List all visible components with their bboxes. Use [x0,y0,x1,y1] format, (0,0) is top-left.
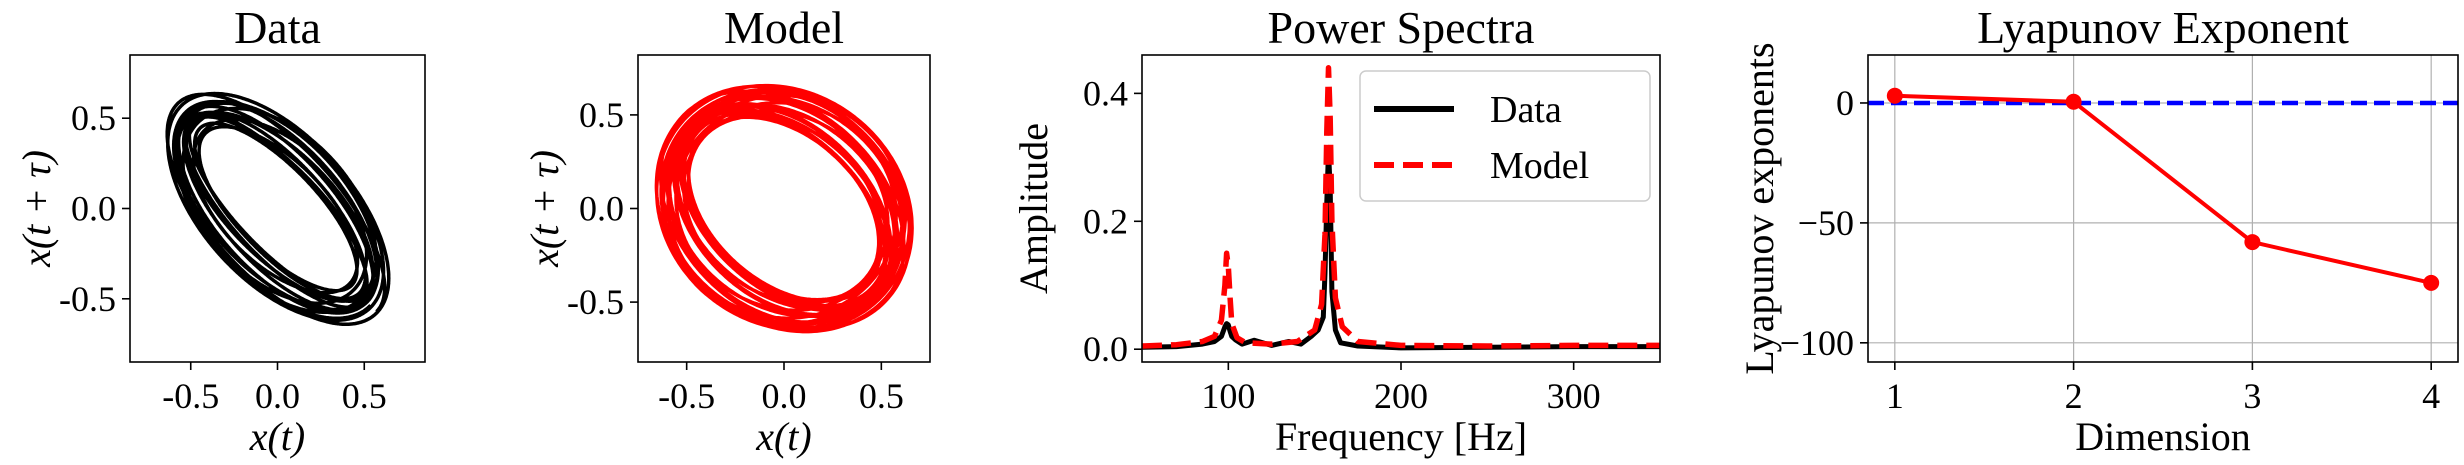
y-axis-label: Amplitude [1011,123,1056,294]
x-axis-label: Frequency [Hz] [1275,414,1527,459]
chart-panel-1: -0.5 0.0 0.5 -0.5 0.0 0.5 Model x(t) x(t + τ) [522,2,931,459]
series-line-data [1142,148,1660,351]
plot-area [165,91,391,327]
chart-panel-3: 1 2 3 4 0 −50 −100 Lyapunov Exponent Dimension Ly… [1737,2,2459,459]
x-axis-label: x(t) [755,414,812,459]
data-point-2 [2244,234,2261,251]
legend: Data Model [1359,70,1651,202]
y-tick-label: 0.5 [71,98,116,138]
axes-frame [129,54,426,363]
series-line-model [1142,65,1660,349]
plot-area [1868,93,2458,285]
y-axis-label: x(t + τ) [522,150,567,268]
y-tick-label: -0.5 [567,282,624,322]
y-tick-label: 0.5 [579,95,624,135]
x-tick-label: 0.5 [342,376,387,416]
legend-label-model: Model [1490,145,1589,187]
plot-area [654,83,914,334]
legend-box [1359,70,1651,202]
y-tick-label: 0.0 [579,189,624,229]
y-tick-label: −50 [1798,203,1854,243]
chart-panel-0: -0.5 0.0 0.5 -0.5 0.0 0.5 Data x(t) x(t + τ) [14,2,426,459]
y-axis-label: x(t + τ) [14,150,59,268]
x-axis-label: Dimension [2075,414,2251,459]
data-point-1 [2065,93,2082,110]
y-tick-label: -0.5 [59,279,116,319]
series-line-0 [654,83,914,334]
x-tick-label: 2 [2065,376,2083,416]
data-point-0 [1886,87,1903,104]
x-tick-label: 0.0 [255,376,300,416]
plot-area [1142,65,1660,351]
x-tick-label: 1 [1886,376,1904,416]
x-tick-label: 100 [1201,376,1255,416]
series-line-0 [165,91,391,327]
x-tick-label: 3 [2243,376,2261,416]
x-tick-label: -0.5 [658,376,715,416]
y-tick-label: 0.2 [1083,201,1128,241]
series-line-0 [1894,93,2432,285]
y-tick-label: 0 [1836,83,1854,123]
x-tick-label: 4 [2422,376,2440,416]
x-tick-label: 300 [1547,376,1601,416]
y-tick-label: 0.0 [71,189,116,229]
y-tick-label: 0.0 [1083,329,1128,369]
chart-title: Data [234,2,321,53]
y-axis-label: Lyapunov exponents [1737,42,1782,374]
x-tick-label: -0.5 [162,376,219,416]
axes-frame [1867,54,2459,363]
x-tick-label: 0.5 [859,376,904,416]
chart-title: Lyapunov Exponent [1977,2,2349,53]
chart-title: Model [724,2,844,53]
legend-label-data: Data [1490,89,1562,131]
x-tick-label: 0.0 [762,376,807,416]
x-tick-label: 200 [1374,376,1428,416]
x-axis-label: x(t) [249,414,306,459]
data-point-3 [2423,274,2440,291]
y-tick-label: 0.4 [1083,73,1128,113]
chart-panel-2: 100 200 300 0.0 0.2 0.4 Power Spectra Frequency… [1011,2,1661,459]
chart-title: Power Spectra [1268,2,1535,53]
y-tick-label: −100 [1780,323,1854,363]
